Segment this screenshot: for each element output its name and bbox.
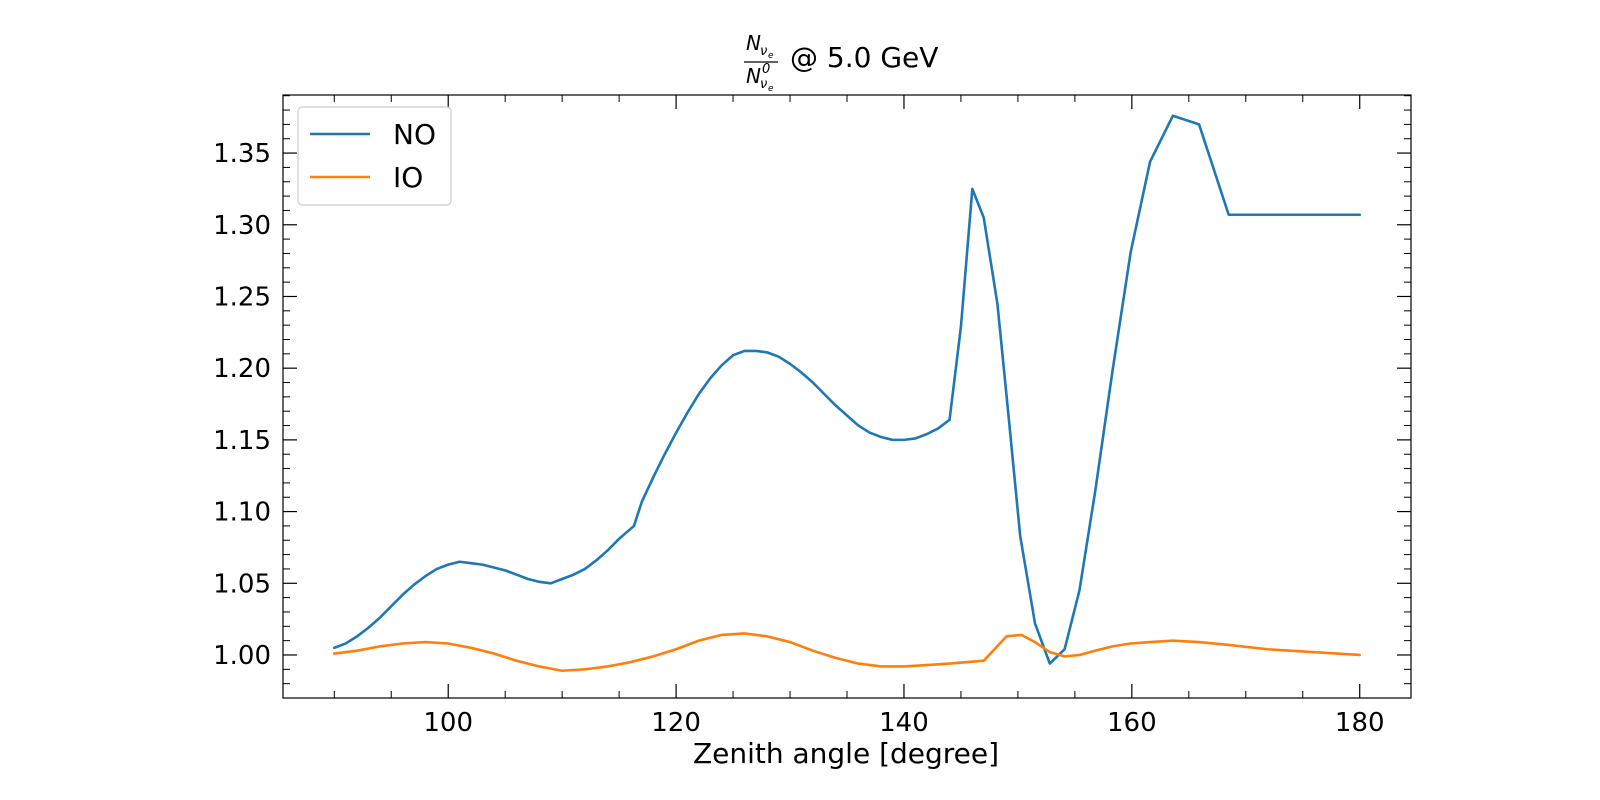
plot-area — [332, 114, 1362, 673]
legend-label-no: NO — [393, 118, 436, 151]
y-tick-label: 1.15 — [213, 426, 271, 456]
title-denominator-sup: 0 — [762, 62, 770, 77]
legend-label-io: IO — [393, 161, 423, 194]
x-tick-label: 180 — [1335, 708, 1385, 738]
y-tick-label: 1.00 — [213, 641, 271, 671]
legend: NO IO — [297, 106, 452, 206]
title-numerator-subsub: e — [768, 51, 774, 61]
x-tick-label: 140 — [879, 708, 929, 738]
x-tick-label: 120 — [651, 708, 701, 738]
title-denominator-subsub: e — [768, 84, 774, 94]
series-line-io — [332, 632, 1362, 673]
x-axis-label: Zenith angle [degree] — [693, 737, 999, 770]
y-tick-label: 1.25 — [213, 282, 271, 312]
y-tick-label: 1.05 — [213, 569, 271, 599]
x-tick-label: 100 — [423, 708, 473, 738]
axes: 100 120 140 160 180 1.00 1.05 1.10 1.15 1.20 1.25 1… — [213, 94, 1412, 738]
legend-box — [297, 106, 452, 206]
title-denominator: N — [746, 64, 761, 88]
title-denominator-sub: ν — [760, 77, 767, 92]
plot-frame — [282, 94, 1412, 699]
y-tick-label: 1.35 — [213, 139, 271, 169]
series-line-no — [332, 114, 1362, 665]
title-numerator: N — [746, 31, 761, 55]
title-numerator-sub: ν — [760, 44, 767, 59]
y-tick-label: 1.10 — [213, 498, 271, 528]
x-tick-label: 160 — [1107, 708, 1157, 738]
y-tick-label: 1.30 — [213, 211, 271, 241]
chart-title: N ν e N 0 ν e @ 5.0 GeV — [744, 31, 938, 94]
title-text: @ 5.0 GeV — [790, 41, 938, 74]
y-tick-label: 1.20 — [213, 354, 271, 384]
